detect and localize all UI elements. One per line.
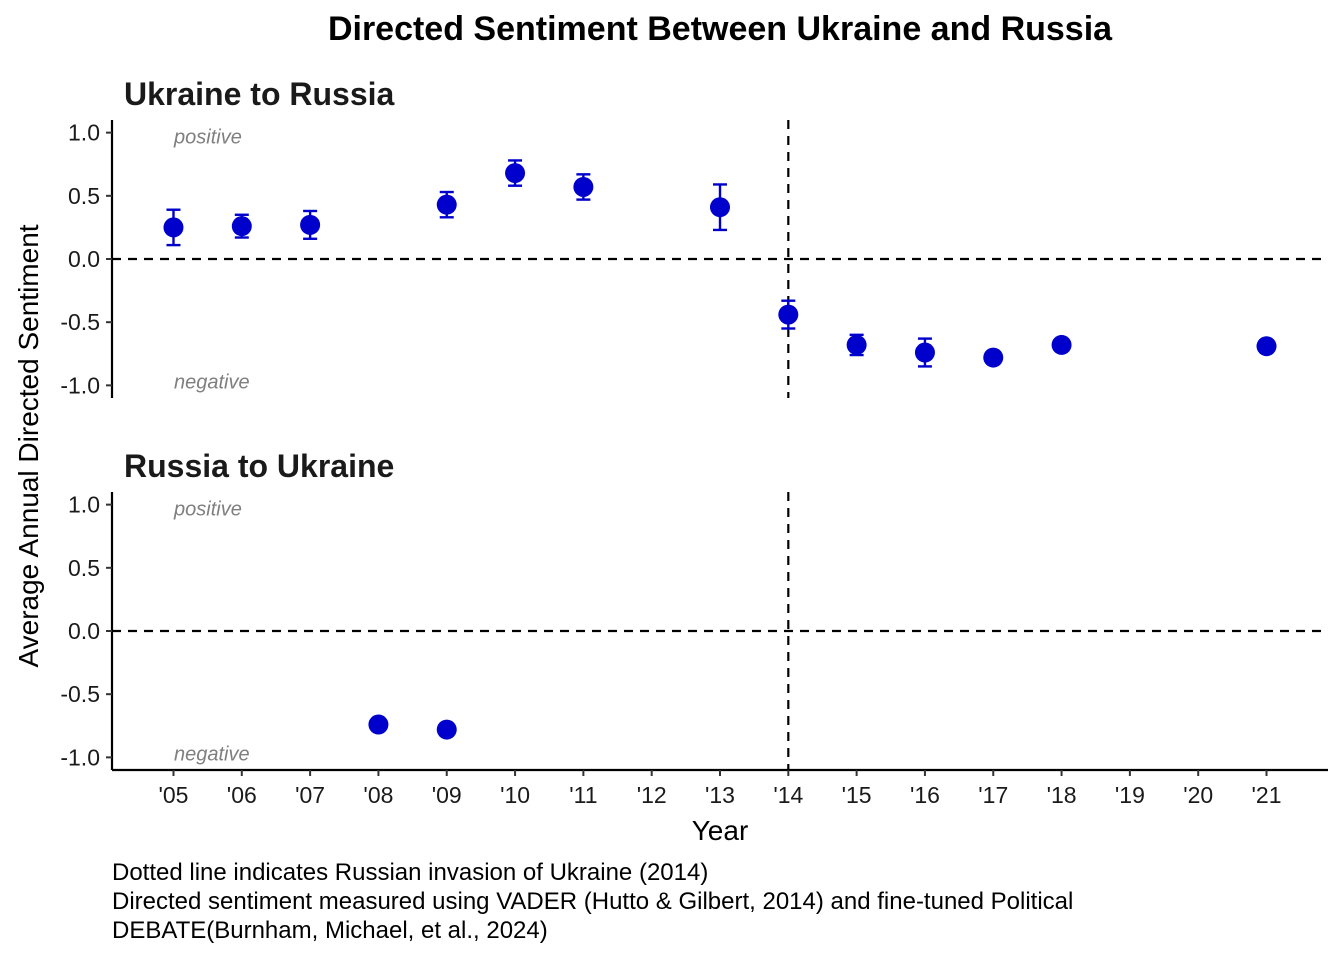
point-marker [1051, 334, 1072, 355]
y-tick-label: 1.0 [68, 120, 100, 146]
data-point [300, 209, 321, 240]
x-tick-label: '20 [1183, 782, 1213, 808]
x-tick-label: '08 [363, 782, 393, 808]
data-point [1256, 336, 1277, 357]
x-tick-label: '12 [637, 782, 667, 808]
data-point [368, 714, 389, 735]
y-tick-label: 0.5 [68, 183, 100, 209]
x-tick-label: '18 [1047, 782, 1077, 808]
caption-line-2: Directed sentiment measured using VADER … [112, 888, 1073, 915]
x-tick-label: '17 [978, 782, 1008, 808]
data-point [573, 173, 594, 201]
y-tick-label: -1.0 [60, 372, 100, 398]
x-tick-label: '11 [569, 782, 597, 808]
data-point [231, 213, 252, 239]
point-marker [300, 214, 321, 235]
data-point [436, 719, 457, 740]
x-tick-label: '15 [842, 782, 872, 808]
data-point [1051, 334, 1072, 355]
x-tick-label: '06 [227, 782, 257, 808]
data-point [778, 299, 799, 330]
y-tick-label: -0.5 [60, 309, 100, 335]
x-tick-label: '10 [500, 782, 530, 808]
point-marker [846, 334, 867, 355]
y-tick-label: 0.0 [68, 246, 100, 272]
point-marker [983, 347, 1004, 368]
point-marker [914, 342, 935, 363]
x-axis: '05 '06 '07 '08 '09 '10 '11 '12 '13 '14 '15 '16 '17 '… [112, 768, 1328, 808]
y-tick-label: 0.5 [68, 555, 100, 581]
data-point [505, 159, 526, 187]
point-marker [231, 216, 252, 237]
caption-line-1: Dotted line indicates Russian invasion o… [112, 859, 708, 886]
x-tick-label: '21 [1252, 782, 1282, 808]
point-marker [1256, 336, 1277, 357]
positive-label: positive [173, 498, 242, 520]
y-tick-label: -0.5 [60, 681, 100, 707]
positive-label: positive [173, 126, 242, 148]
point-marker [163, 217, 184, 238]
caption-line-3: DEBATE(Burnham, Michael, et al., 2024) [112, 917, 548, 944]
data-point [710, 183, 730, 232]
y-tick-label: -1.0 [60, 744, 100, 770]
point-marker [573, 176, 594, 197]
x-tick-label: '09 [432, 782, 462, 808]
caption: Dotted line indicates Russian invasion o… [112, 859, 1073, 944]
x-tick-label: '14 [773, 782, 803, 808]
y-axis-label: Average Annual Directed Sentiment [13, 224, 44, 667]
x-axis-label: Year [692, 815, 749, 846]
panel-title: Russia to Ukraine [124, 448, 394, 484]
data-point [163, 208, 184, 247]
y-tick-label: 0.0 [68, 618, 100, 644]
x-tick-label: '05 [158, 782, 188, 808]
panel-ukraine-to-russia: Ukraine to Russia 1.0 0.5 0.0 -0.5 -1.0 positi… [60, 76, 1328, 398]
x-tick-label: '16 [910, 782, 940, 808]
x-tick-label: '13 [705, 782, 735, 808]
data-point [436, 190, 457, 219]
negative-label: negative [174, 372, 250, 394]
data-point [983, 347, 1004, 368]
data-point [914, 337, 935, 368]
point-marker [505, 163, 526, 184]
panel-russia-to-ukraine: Russia to Ukraine 1.0 0.5 0.0 -0.5 -1.0 positi… [60, 448, 1328, 770]
point-marker [436, 194, 457, 215]
point-marker [436, 719, 457, 740]
x-tick-label: '07 [295, 782, 325, 808]
x-tick-label: '19 [1115, 782, 1145, 808]
chart-title: Directed Sentiment Between Ukraine and R… [328, 10, 1113, 48]
point-marker [778, 304, 799, 325]
data-point [846, 333, 867, 357]
panel-title: Ukraine to Russia [124, 76, 395, 112]
point-marker [368, 714, 389, 735]
negative-label: negative [174, 744, 250, 766]
point-marker [710, 197, 730, 218]
y-tick-label: 1.0 [68, 492, 100, 518]
